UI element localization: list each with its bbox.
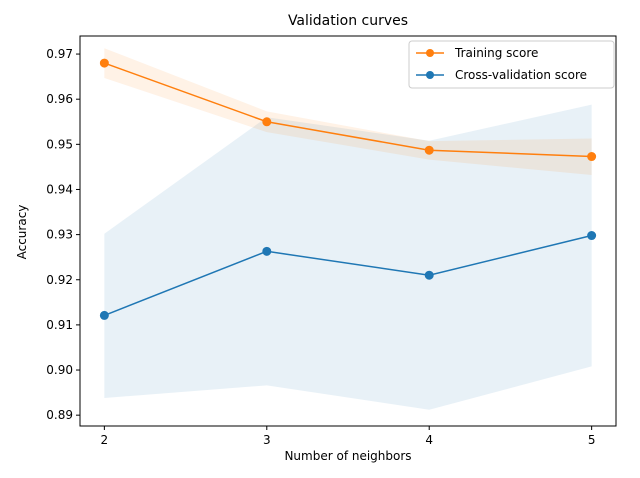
y-tick-label: 0.95 [46, 137, 73, 151]
series-markers [99, 58, 597, 320]
plot-area-frame [79, 35, 617, 427]
x-tick-label: 5 [588, 433, 596, 447]
y-tick-label: 0.89 [46, 408, 73, 422]
chart-title: Validation curves [288, 13, 408, 29]
series-lines [104, 62, 592, 317]
point-training-score-3 [262, 117, 272, 127]
legend-marker-training [426, 49, 434, 57]
legend-box [408, 40, 615, 89]
confidence-bands [104, 48, 592, 410]
point-cross-validation-score-3 [262, 246, 272, 256]
y-tick-label: 0.92 [46, 273, 73, 287]
point-training-score-5 [587, 152, 597, 162]
point-cross-validation-score-2 [99, 310, 109, 320]
y-tick-label: 0.96 [46, 92, 73, 106]
y-tick-label: 0.90 [46, 363, 73, 377]
y-axis-ticks: 0.89 0.90 0.91 0.92 0.93 0.94 0.95 0.96 0.97 [46, 47, 80, 422]
band-training-score [104, 48, 592, 176]
x-tick-label: 4 [425, 433, 433, 447]
x-tick-label: 2 [101, 433, 109, 447]
y-tick-label: 0.97 [46, 47, 73, 61]
legend-marker-cross-validation [426, 71, 434, 79]
point-cross-validation-score-4 [424, 270, 434, 280]
y-tick-label: 0.93 [46, 228, 73, 242]
legend: Training score Cross-validation score [408, 40, 615, 89]
line-cross-validation-score [104, 234, 592, 317]
band-cross-validation-score [104, 104, 592, 410]
point-cross-validation-score-5 [587, 231, 597, 241]
y-tick-label: 0.91 [46, 318, 73, 332]
line-training-score [104, 62, 592, 158]
legend-label-training: Training score [454, 46, 538, 60]
legend-label-cross-validation: Cross-validation score [455, 68, 587, 82]
point-training-score-4 [424, 145, 434, 155]
x-tick-label: 3 [263, 433, 271, 447]
y-tick-label: 0.94 [46, 182, 73, 196]
x-axis-ticks: 2 3 4 5 [101, 426, 596, 447]
y-axis-label: Accuracy [15, 205, 29, 260]
point-training-score-2 [99, 58, 109, 68]
x-axis-label: Number of neighbors [284, 449, 411, 463]
